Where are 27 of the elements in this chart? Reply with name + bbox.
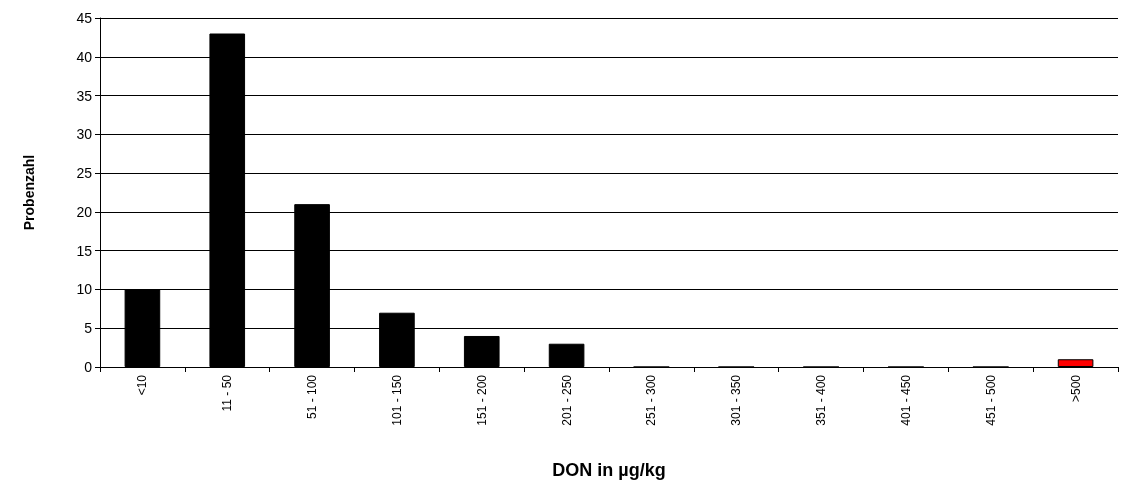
y-axis-title: Probenzahl [21,154,37,231]
bar [463,335,500,367]
x-tick-label: 401 - 450 [898,374,913,426]
x-tick-label: 301 - 350 [729,374,744,426]
x-tick-label: 51 - 100 [305,374,320,420]
x-tick-label: 151 - 200 [474,374,489,426]
y-tick-label: 25 [76,165,93,182]
x-tick-label: 11 - 50 [220,374,235,412]
y-tick-label: 5 [84,320,93,337]
y-tick-label: 35 [76,87,93,104]
x-tick-label: 351 - 400 [814,374,829,426]
x-tick-label: <10 [135,374,150,396]
y-tick-label: 20 [76,203,93,220]
x-tick-label: >500 [1068,374,1083,403]
x-tick-label: 201 - 250 [559,374,574,426]
y-tick-label: 10 [76,281,93,298]
bar [548,343,585,367]
y-tick-label: 40 [76,48,93,65]
x-tick-label: 101 - 150 [389,374,404,426]
y-tick-label: 15 [76,242,93,259]
y-tick-label: 30 [76,126,93,143]
y-tick-label: 0 [84,359,93,375]
y-tick-label: 45 [76,10,93,26]
bar [1057,359,1094,367]
x-tick-label: 251 - 300 [644,374,659,426]
x-tick-label: 451 - 500 [983,374,998,426]
x-axis-title: DON in µg/kg [552,460,666,480]
